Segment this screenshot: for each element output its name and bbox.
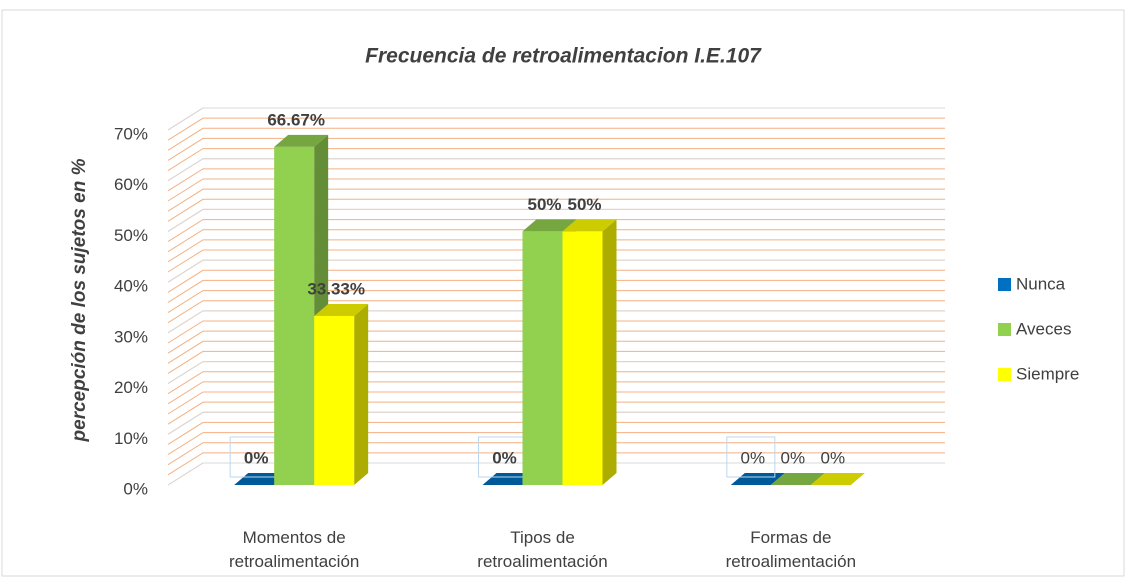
legend-label: Siempre (1016, 364, 1079, 383)
chart-title: Frecuencia de retroalimentacion I.E.107 (365, 45, 762, 68)
data-label: 33.33% (307, 279, 365, 298)
y-tick-label: 40% (114, 277, 148, 296)
minor-grid-line (167, 249, 945, 273)
legend-swatch (998, 323, 1011, 336)
x-tick-label-line: retroalimentación (229, 552, 359, 571)
legend-swatch (998, 368, 1011, 381)
minor-grid-line (167, 290, 945, 313)
bar-side (354, 303, 369, 485)
x-tick-label-line: Tipos de (510, 528, 575, 547)
legend-swatch (998, 278, 1011, 291)
x-tick-label-line: Formas de (750, 528, 831, 547)
data-label: 0% (741, 448, 766, 467)
legend-label: Aveces (1016, 319, 1071, 338)
minor-grid-line (167, 340, 945, 364)
minor-grid-line (167, 432, 945, 455)
bar-top (274, 134, 329, 147)
bar-top (730, 473, 785, 485)
y-tick-label: 60% (114, 175, 148, 194)
x-tick-label: Formas de retroalimentación (726, 528, 856, 571)
data-label: 0% (244, 448, 269, 467)
bar (730, 473, 785, 485)
minor-grid-line (167, 279, 945, 303)
minor-grid-line (167, 137, 945, 161)
grid-line (167, 259, 945, 283)
minor-grid-line (167, 229, 945, 253)
grid-line (167, 208, 945, 232)
bar-top (810, 473, 865, 485)
minor-grid-line (167, 330, 945, 354)
minor-grid-line (167, 401, 945, 425)
bar-top (770, 473, 825, 485)
minor-grid-line (167, 269, 945, 293)
minor-grid-line (167, 391, 945, 415)
y-tick-label: 50% (114, 226, 148, 245)
data-label: 66.67% (267, 110, 325, 129)
bar (314, 303, 369, 485)
grid-line (167, 158, 945, 182)
y-tick-label: 10% (114, 429, 148, 448)
data-label: 0% (821, 448, 846, 467)
x-tick-label: Momentos de retroalimentación (229, 528, 359, 571)
minor-grid-line (167, 198, 945, 222)
grid-line (167, 361, 945, 384)
minor-grid-line (167, 239, 945, 263)
data-label: 50% (527, 195, 561, 214)
y-tick-label: 30% (114, 327, 148, 346)
data-label: 50% (567, 195, 601, 214)
y-axis-title: percepción de los sujetos en % (69, 158, 90, 442)
grid-line (167, 411, 945, 435)
x-tick-label: Tipos de retroalimentación (477, 528, 607, 571)
y-tick-label: 20% (114, 378, 148, 397)
minor-grid-line (167, 188, 945, 212)
bar-front (562, 231, 603, 485)
bar-top (562, 219, 617, 232)
legend-label: Nunca (1016, 274, 1066, 293)
minor-grid-line (167, 127, 945, 151)
bar-side (602, 219, 617, 485)
x-tick-label-line: retroalimentación (726, 552, 856, 571)
bar-top (522, 219, 577, 232)
minor-grid-line (167, 117, 945, 141)
bar (562, 219, 617, 485)
minor-grid-line (167, 350, 945, 374)
minor-grid-line (167, 381, 945, 405)
minor-grid-line (167, 168, 945, 192)
minor-grid-line (167, 148, 945, 171)
data-label: 0% (492, 448, 517, 467)
minor-grid-line (167, 452, 945, 476)
minor-grid-line (167, 178, 945, 202)
bar (810, 473, 865, 485)
minor-grid-line (167, 320, 945, 344)
bar-top (314, 303, 369, 316)
minor-grid-line (167, 421, 945, 445)
minor-grid-line (167, 371, 945, 395)
data-label-box (726, 436, 776, 478)
grid-line (167, 310, 945, 334)
bar (770, 473, 825, 485)
minor-grid-line (167, 442, 945, 466)
y-tick-label: 70% (114, 124, 148, 143)
bar-front (274, 146, 315, 485)
y-tick-label: 0% (123, 479, 148, 498)
x-tick-label-line: Momentos de (243, 528, 346, 547)
x-tick-label-line: retroalimentación (477, 552, 607, 571)
bar-front (314, 315, 355, 485)
minor-grid-line (167, 219, 945, 242)
bar-front (522, 231, 563, 485)
grid-line (167, 107, 945, 131)
grid-line (167, 462, 945, 486)
data-label: 0% (781, 448, 806, 467)
minor-grid-line (167, 300, 945, 324)
